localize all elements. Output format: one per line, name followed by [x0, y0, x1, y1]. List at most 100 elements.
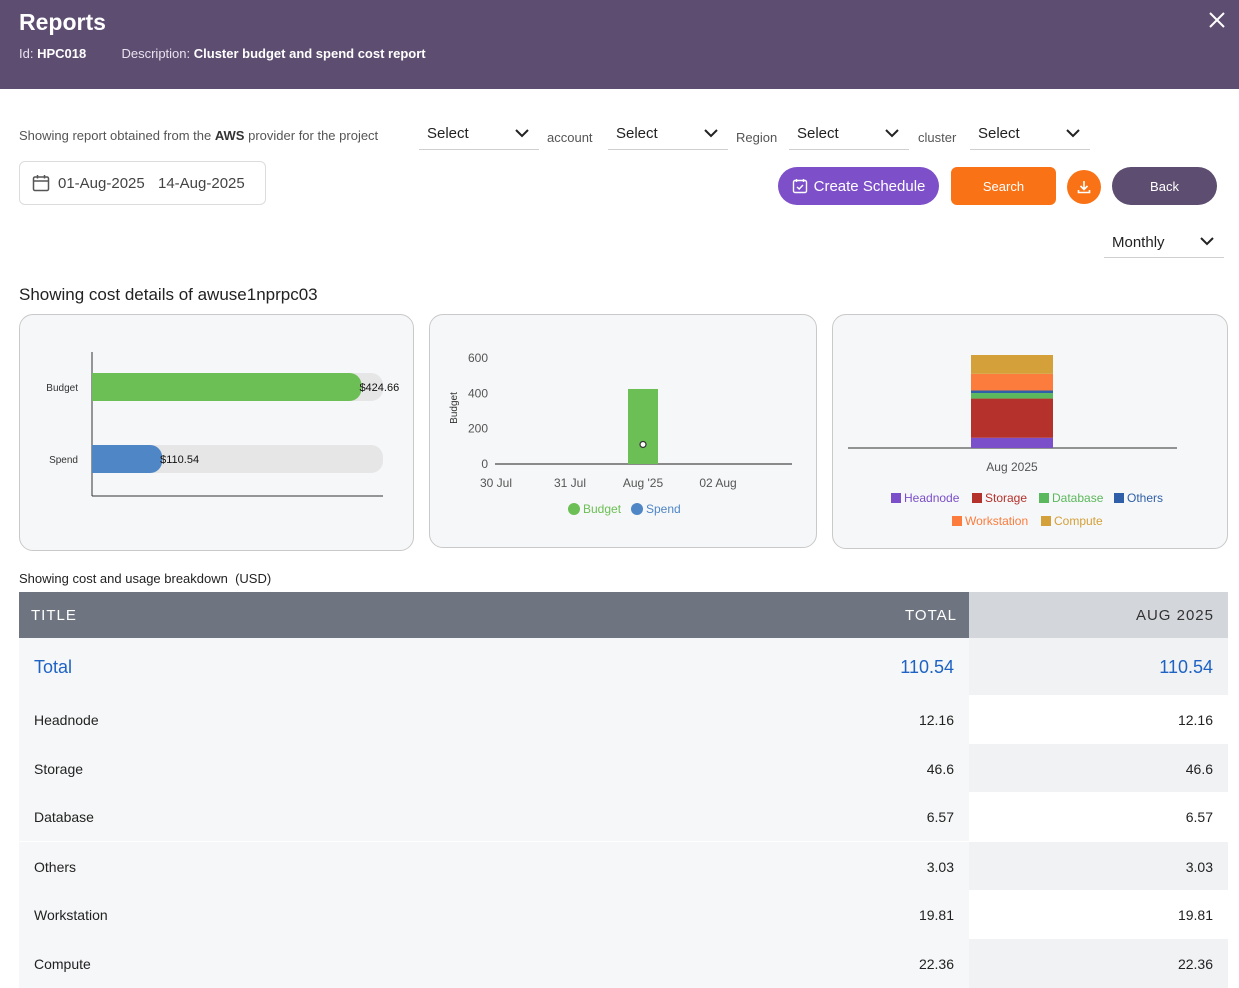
- segment-storage[interactable]: [971, 398, 1053, 438]
- filter-intro: Showing report obtained from the AWS pro…: [19, 118, 378, 152]
- row-name: Others: [34, 859, 77, 875]
- bar-track: [92, 445, 383, 473]
- calendar-check-icon: [792, 179, 807, 194]
- row-month: 22.36: [1177, 956, 1213, 972]
- page-title: Reports: [19, 9, 106, 35]
- table-header-main: TITLE TOTAL: [19, 592, 969, 638]
- spend-point[interactable]: [639, 440, 647, 449]
- legend-budget-label: Budget: [583, 502, 622, 516]
- id-label: Id:: [19, 46, 34, 61]
- row-name: Workstation: [34, 907, 108, 923]
- account-select-value: Select: [616, 125, 658, 142]
- back-button[interactable]: Back: [1112, 167, 1217, 205]
- breakdown-card: Aug 2025 Headnode Storage Database Other…: [832, 314, 1228, 549]
- provider-name: AWS: [214, 127, 245, 143]
- segment-workstation[interactable]: [971, 373, 1053, 391]
- project-select-value: Select: [427, 125, 469, 142]
- close-icon[interactable]: [1205, 8, 1229, 32]
- cluster-select-value: Select: [978, 125, 1020, 142]
- segment-others[interactable]: [971, 390, 1053, 394]
- table-row: Storage 46.6 46.6: [19, 744, 1228, 793]
- category-label: Spend: [49, 455, 78, 466]
- x-tick-label: Aug 2025: [986, 460, 1038, 474]
- row-month: 12.16: [1177, 712, 1213, 728]
- region-select-value: Select: [797, 125, 839, 142]
- row-month: 3.03: [1185, 859, 1213, 875]
- table-row-total: Total 110.54 110.54: [19, 638, 1228, 695]
- project-select[interactable]: Select: [419, 118, 539, 150]
- row-total: 12.16: [918, 712, 954, 728]
- y-tick-label: 0: [481, 457, 488, 471]
- description-label: Description:: [121, 46, 191, 61]
- cost-details-heading: Showing cost details of awuse1nprpc03: [19, 285, 318, 304]
- breakdown-heading: Showing cost and usage breakdown (USD): [19, 571, 272, 586]
- intro-prefix: Showing report obtained from the: [19, 127, 212, 143]
- header-total[interactable]: TOTAL: [905, 607, 957, 624]
- legend-others-label: Others: [1127, 491, 1164, 505]
- y-tick-label: 200: [468, 422, 488, 436]
- legend-compute-label: Compute: [1054, 514, 1103, 528]
- legend-headnode[interactable]: Headnode: [891, 491, 959, 505]
- cluster-select[interactable]: Select: [970, 118, 1090, 150]
- create-schedule-button[interactable]: Create Schedule: [778, 167, 939, 205]
- table-header: TITLE TOTAL AUG 2025: [19, 592, 1228, 638]
- row-total: 22.36: [918, 956, 954, 972]
- download-icon: [1077, 181, 1091, 194]
- legend-workstation[interactable]: Workstation: [952, 514, 1028, 528]
- segment-compute[interactable]: [971, 355, 1053, 374]
- back-label: Back: [1150, 178, 1179, 194]
- search-label: Search: [982, 178, 1025, 194]
- table-row: Others 3.03 3.03: [19, 842, 1228, 891]
- row-total: 6.57: [926, 809, 954, 825]
- calendar-icon: [32, 175, 50, 192]
- legend-storage[interactable]: Storage: [972, 491, 1027, 505]
- period-value: Monthly: [1112, 234, 1165, 251]
- header-title[interactable]: TITLE: [31, 607, 77, 624]
- bar-corner: [92, 373, 104, 401]
- segment-headnode[interactable]: [971, 437, 1053, 448]
- row-month: 110.54: [1159, 657, 1213, 677]
- chevron-down-icon: [885, 129, 899, 138]
- table-row: Compute 22.36 22.36: [19, 939, 1228, 988]
- header-month-cell: AUG 2025: [969, 592, 1228, 638]
- region-label: Region: [736, 130, 778, 145]
- legend-spend-label: Spend: [646, 502, 681, 516]
- legend-spend[interactable]: Spend: [631, 502, 681, 516]
- table-row: Headnode 12.16 12.16: [19, 695, 1228, 744]
- x-tick-label: Aug '25: [623, 476, 664, 490]
- category-label: Budget: [46, 383, 78, 394]
- period-select[interactable]: Monthly: [1104, 227, 1224, 258]
- header-month[interactable]: AUG 2025: [1135, 607, 1214, 624]
- y-tick-label: 400: [468, 386, 488, 400]
- search-button[interactable]: Search: [951, 167, 1056, 205]
- legend-workstation-label: Workstation: [965, 514, 1029, 528]
- legend-budget[interactable]: Budget: [568, 502, 621, 516]
- report-header: Reports Id: HPC018 Description: Cluster …: [0, 0, 1239, 89]
- budget-timeline-chart: 0 200 400 600 Budget 30 Jul 31 Jul Aug '25 02 Au…: [449, 351, 792, 490]
- legend-others[interactable]: Others: [1114, 491, 1163, 505]
- end-date: 14-Aug-2025: [158, 175, 245, 192]
- row-total: 19.81: [918, 907, 954, 923]
- create-schedule-label: Create Schedule: [813, 177, 926, 195]
- date-range-picker[interactable]: 01-Aug-2025 14-Aug-2025: [19, 161, 266, 205]
- row-name: Headnode: [34, 712, 99, 728]
- legend-compute[interactable]: Compute: [1041, 514, 1103, 528]
- bar-spend[interactable]: [92, 445, 163, 473]
- x-tick-label: 02 Aug: [699, 476, 736, 490]
- account-select[interactable]: Select: [608, 118, 728, 150]
- id-value: HPC018: [37, 46, 87, 61]
- row-month: 19.81: [1177, 907, 1213, 923]
- legend-headnode-label: Headnode: [904, 491, 960, 505]
- table-row: Workstation 19.81 19.81: [19, 890, 1228, 939]
- legend-database[interactable]: Database: [1039, 491, 1103, 505]
- download-button[interactable]: [1067, 170, 1101, 204]
- chevron-down-icon: [1200, 237, 1214, 246]
- region-select[interactable]: Select: [789, 118, 909, 150]
- budget-timeline-card: 0 200 400 600 Budget 30 Jul 31 Jul Aug '25 02 Au…: [429, 314, 817, 548]
- chevron-down-icon: [515, 129, 529, 138]
- bar-budget[interactable]: [92, 373, 362, 401]
- description-value: Cluster budget and spend cost report: [193, 46, 426, 61]
- row-total: 46.6: [926, 761, 954, 777]
- segment-database[interactable]: [971, 393, 1053, 399]
- budget-bar[interactable]: [628, 388, 658, 464]
